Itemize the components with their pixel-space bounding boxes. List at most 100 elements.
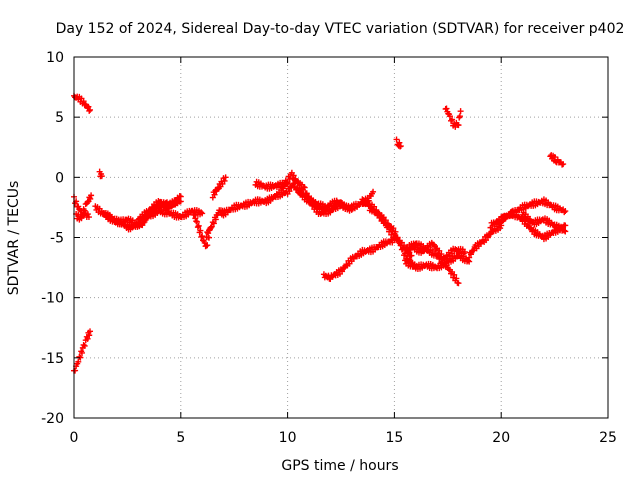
data-point [75,358,82,365]
data-point [443,105,450,112]
data-point [524,221,531,228]
data-point [88,192,95,199]
data-point [453,275,460,282]
data-point [192,215,199,222]
data-point [78,215,85,222]
data-point [456,113,463,120]
data-point [433,246,440,253]
data-point [199,210,206,217]
data-point [84,211,91,218]
data-point [212,216,219,223]
x-axis-label: GPS time / hours [281,458,398,474]
data-point [467,251,474,258]
series-arc-12-15-low [320,235,398,283]
data-point [290,172,297,179]
data-point [283,179,290,186]
data-point [203,234,210,241]
data-point [144,210,151,217]
data-point [209,219,216,226]
series-arc-21-23 [519,209,569,235]
x-tick-label: 25 [599,430,617,446]
series-arc-18-20 [466,221,505,261]
series-arc-rise-6-7 [203,207,227,241]
series-arc-top-left [71,92,94,114]
data-point [80,98,87,105]
data-point [168,203,175,210]
data-point [80,341,87,348]
data-point [197,227,204,234]
series-arc-left-cluster-a [71,192,95,218]
data-point [314,205,321,212]
data-point [221,177,228,184]
data-point [86,107,93,114]
data-point [466,254,473,261]
data-point [341,264,348,271]
data-point [561,227,568,234]
data-point [86,332,93,339]
y-tick-label: -5 [50,231,64,247]
y-tick-label: 10 [46,50,64,66]
data-point [211,191,218,198]
y-tick-label: -15 [41,351,64,367]
data-point [87,195,94,202]
data-point [389,228,396,235]
data-point [436,247,443,254]
data-point [377,212,384,219]
data-point [393,136,400,143]
data-point [205,230,212,237]
x-tick-label: 20 [492,430,510,446]
data-point [449,116,456,123]
data-point [441,255,448,262]
axis-ticks: 0 5 10 15 20 25 -20 -15 -10 -5 0 5 10 [41,50,617,446]
data-point [175,197,182,204]
data-point [85,103,92,110]
data-point [397,143,404,150]
x-tick-label: 15 [385,430,403,446]
data-point [210,220,217,227]
data-point [81,342,88,349]
series-arc-main-3 [135,193,184,223]
data-point [390,225,397,232]
data-point [379,215,386,222]
x-tick-label: 10 [279,430,297,446]
data-point [222,174,229,181]
series-arc-14-16b [365,202,415,259]
y-tick-label: -10 [41,291,64,307]
data-point [301,184,308,191]
data-point [457,108,464,115]
data-point [304,195,311,202]
y-tick-label: 5 [55,110,64,126]
data-point [98,173,105,180]
data-point [85,214,92,221]
data-point [396,139,403,146]
data-point [198,233,205,240]
data-point [461,248,468,255]
y-tick-label: 0 [55,170,64,186]
data-point [199,233,206,240]
data-point [370,188,377,195]
data-point [84,335,91,342]
data-point [562,208,569,215]
data-point [84,198,91,205]
series-arc-15-small [393,136,404,150]
data-point [281,183,288,190]
series-arc-16-18 [408,239,468,263]
data-point [193,218,200,225]
data-point [560,161,567,168]
data-point [87,106,94,113]
data-point [87,328,94,335]
data-point [194,218,201,225]
data-point [141,218,148,225]
data-point [286,188,293,195]
data-point [393,235,400,242]
data-point [446,113,453,120]
series-arc-left-cluster-b [73,210,92,223]
data-point [208,223,215,230]
data-point [72,367,79,374]
data-point [139,222,146,229]
data-point [191,212,198,219]
x-tick-label: 0 [70,430,79,446]
data-point [207,224,214,231]
